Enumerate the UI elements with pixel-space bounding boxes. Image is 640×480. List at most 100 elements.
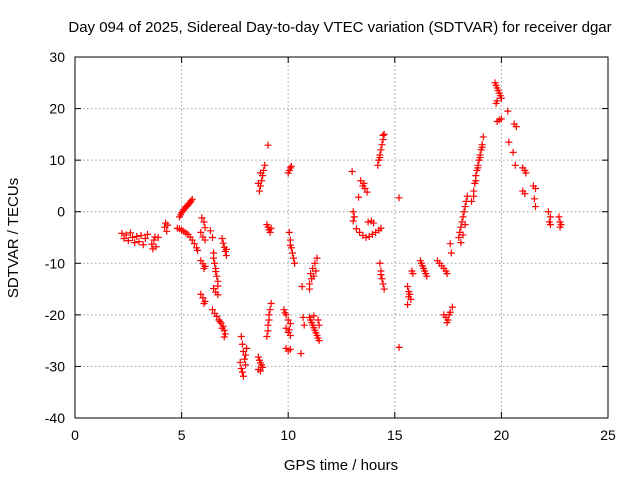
data-point [314,316,322,324]
data-point [379,131,387,139]
data-point [361,185,369,193]
data-point [265,316,273,324]
data-point [285,228,293,236]
data-point [313,254,321,262]
data-point [445,311,453,319]
data-point [404,301,412,309]
data-point [267,224,275,232]
data-point [443,270,451,278]
data-point [124,237,132,245]
data-point [281,309,289,317]
data-point [374,161,382,169]
data-point [546,221,554,229]
data-point [222,252,230,260]
data-point [472,177,480,185]
data-point [470,192,478,200]
data-point [362,234,370,241]
data-point [214,291,222,299]
x-tick-label: 5 [178,427,186,443]
data-point [457,223,465,231]
data-point [285,326,293,334]
data-point [286,241,294,249]
data-point [350,213,358,221]
data-point [446,240,454,248]
data-point [237,364,245,372]
data-point [122,231,130,239]
data-point [264,141,272,149]
data-point [463,192,471,200]
data-point [459,231,467,239]
data-point [310,272,318,280]
data-point [197,290,205,298]
data-point [555,213,563,221]
data-point [210,285,218,293]
data-point [405,293,413,301]
data-point [135,238,143,246]
data-point [237,333,245,341]
data-point [266,228,274,236]
data-point [448,303,456,311]
data-point [254,179,262,187]
data-point [256,367,264,375]
data-point [239,372,247,380]
data-point [376,154,384,162]
data-point [355,193,363,201]
data-point [242,351,250,359]
data-point [254,353,262,361]
data-point [360,179,368,187]
data-point [505,138,513,146]
data-point [298,282,306,290]
data-point [377,271,385,279]
data-point [512,123,520,131]
data-point [209,306,217,314]
data-point [395,194,403,202]
data-point [460,208,468,216]
data-point [315,337,323,345]
data-point [264,327,272,335]
data-point [291,259,299,267]
data-point [556,223,564,231]
y-tick-label: 20 [49,101,65,117]
data-point [300,321,308,329]
data-point [219,239,227,247]
y-axis-title: SDTVAR / TECUs [5,178,22,298]
data-point [221,330,229,338]
data-point [282,324,290,332]
data-point [149,245,157,253]
data-point [522,169,530,177]
data-point [369,219,377,227]
data-point [199,294,207,302]
data-point [211,259,219,267]
x-tick-label: 20 [494,427,510,443]
data-point [213,272,221,280]
y-tick-label: 10 [49,152,65,168]
x-tick-label: 25 [600,427,616,443]
data-point [267,300,275,308]
data-point [200,264,208,272]
data-point [201,224,209,232]
data-point [290,254,298,262]
data-point [376,259,384,267]
data-point [378,275,386,283]
data-point [148,240,156,248]
data-point [447,249,455,257]
data-point [363,188,371,196]
data-point [190,240,198,248]
data-point [468,197,476,205]
data-point [198,214,206,222]
data-point [126,229,134,237]
data-point [356,228,364,236]
data-point [352,225,360,233]
data-point [188,236,196,244]
data-point [263,333,271,341]
plot-frame [74,56,609,419]
ticks: 0 5 10 15 20 25 -40 -30 -20 -10 0 10 20 30 [45,49,616,443]
data-point [379,280,387,288]
data-point [497,94,505,102]
data-point [423,272,431,280]
x-axis-title: GPS time / hours [284,457,398,474]
data-point [312,267,320,275]
y-tick-label: -40 [45,410,65,426]
data-point [194,246,202,254]
data-point [479,133,487,141]
